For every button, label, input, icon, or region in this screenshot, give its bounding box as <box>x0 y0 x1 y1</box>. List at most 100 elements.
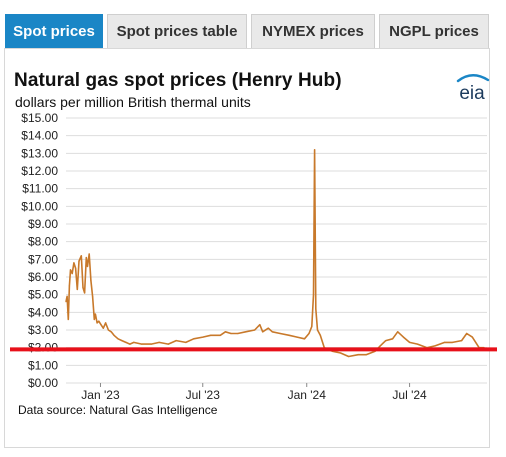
data-point <box>312 294 315 296</box>
data-point <box>259 324 261 326</box>
data-point <box>315 308 317 310</box>
data-point <box>68 285 70 287</box>
chart-subtitle: dollars per million British thermal unit… <box>15 94 251 110</box>
data-point <box>471 336 473 338</box>
chart-title: Natural gas spot prices (Henry Hub) <box>14 70 342 91</box>
data-point <box>271 331 273 333</box>
y-tick-label: $10.00 <box>21 199 58 213</box>
data-point <box>73 262 75 264</box>
data-point <box>75 267 77 269</box>
data-point <box>392 338 394 340</box>
data-point <box>230 332 232 335</box>
chart-panel <box>4 48 490 448</box>
data-point <box>319 334 321 336</box>
data-point <box>117 338 119 340</box>
data-point <box>96 322 98 324</box>
data-point <box>461 340 463 342</box>
data-point <box>357 354 359 356</box>
data-point <box>409 341 411 343</box>
series-line <box>65 149 485 358</box>
data-point <box>82 287 84 289</box>
data-point <box>311 325 313 328</box>
data-point <box>121 340 123 342</box>
data-point <box>193 338 195 340</box>
data-point <box>129 343 131 345</box>
data-point <box>69 269 72 271</box>
tab-nymex-prices[interactable]: NYMEX prices <box>251 14 375 48</box>
y-tick-label: $5.00 <box>28 288 58 302</box>
data-point <box>94 313 96 315</box>
data-point <box>141 343 143 345</box>
data-point <box>210 334 212 336</box>
data-point <box>67 318 69 320</box>
data-point <box>90 279 92 282</box>
data-point <box>175 340 177 342</box>
data-point <box>314 149 316 151</box>
x-tick-label: Jan '23 <box>81 388 120 402</box>
data-point <box>397 331 399 333</box>
y-tick-label: $7.00 <box>28 252 58 266</box>
data-point <box>348 355 350 358</box>
data-point <box>93 318 95 320</box>
data-point <box>451 341 454 343</box>
data-point <box>303 338 306 340</box>
x-tick-label: Jul '23 <box>186 388 221 402</box>
data-point <box>288 334 290 336</box>
eia-logo[interactable]: eia <box>452 72 492 102</box>
data-point <box>219 334 221 336</box>
data-point <box>84 292 86 294</box>
y-tick-label: $9.00 <box>28 217 58 231</box>
data-point <box>133 341 135 343</box>
data-point <box>158 341 160 343</box>
data-point <box>379 345 381 347</box>
data-point <box>185 341 187 343</box>
tab-bar: Spot prices Spot prices table NYMEX pric… <box>5 14 489 48</box>
data-point <box>202 336 204 338</box>
x-tick-label: Jul '24 <box>392 388 427 402</box>
y-tick-label: $0.00 <box>28 376 58 390</box>
data-point <box>237 332 239 335</box>
data-point <box>65 301 67 303</box>
data-point <box>76 288 78 290</box>
data-point <box>92 295 94 297</box>
data-point <box>316 329 319 331</box>
y-tick-label: $14.00 <box>21 129 58 143</box>
data-point <box>150 343 152 345</box>
eia-logo-arc-icon <box>456 74 490 83</box>
y-tick-label: $13.00 <box>21 146 58 160</box>
data-point <box>308 332 310 335</box>
series-layer <box>65 149 485 358</box>
tab-spot-prices-table[interactable]: Spot prices table <box>107 14 247 48</box>
data-point <box>245 331 247 333</box>
data-point <box>78 260 80 262</box>
data-point <box>102 327 104 329</box>
y-tick-label: $1.00 <box>28 358 58 372</box>
data-point <box>100 324 102 326</box>
data-point <box>105 322 107 324</box>
y-tick-label: $8.00 <box>28 235 58 249</box>
data-point <box>110 331 112 333</box>
data-point <box>85 257 87 259</box>
y-tick-label: $12.00 <box>21 164 58 178</box>
data-source-note: Data source: Natural Gas Intelligence <box>18 403 218 417</box>
eia-logo-text: eia <box>459 83 485 102</box>
x-axis-ticks: Jan '23 Jul '23 Jan '24 Jul '24 <box>81 383 427 402</box>
data-point <box>434 345 436 347</box>
tab-spot-prices[interactable]: Spot prices <box>5 14 103 48</box>
data-point <box>267 327 269 329</box>
data-point <box>113 334 115 336</box>
data-point <box>86 265 89 267</box>
data-point <box>107 329 109 331</box>
data-point <box>279 332 281 335</box>
data-point <box>444 341 446 343</box>
tab-ngpl-prices[interactable]: NGPL prices <box>379 14 489 48</box>
x-tick-label: Jan '24 <box>288 388 327 402</box>
data-point <box>88 253 90 255</box>
data-point <box>365 354 367 356</box>
data-point <box>385 340 387 342</box>
data-point <box>66 295 68 297</box>
data-point <box>262 331 264 333</box>
y-tick-label: $6.00 <box>28 270 58 284</box>
data-point <box>340 352 342 354</box>
